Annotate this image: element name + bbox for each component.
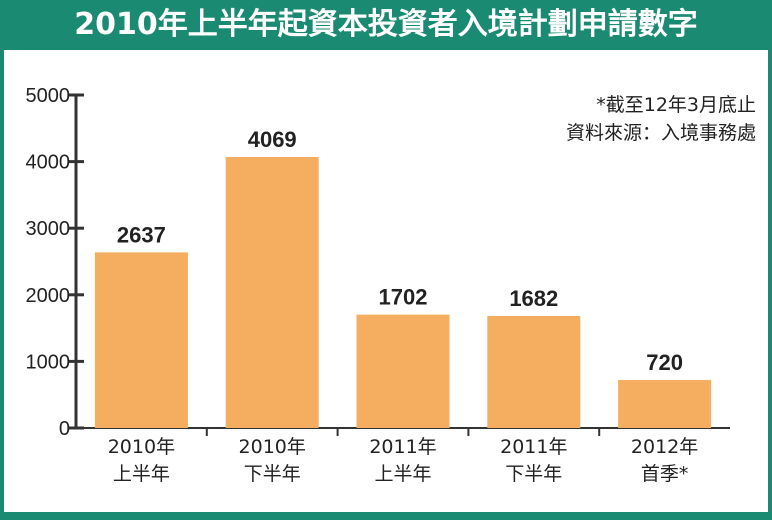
bar-4 — [487, 315, 581, 428]
y-tick-label-0: 0 — [59, 418, 70, 440]
y-tick-label-1000: 1000 — [26, 351, 71, 373]
category-label-2-line-2: 下半年 — [244, 463, 301, 485]
bar-5 — [618, 380, 712, 428]
title-bar: 2010年上半年起資本投資者入境計劃申請數字 — [4, 0, 768, 50]
note-source: 資料來源：入境事務處 — [565, 122, 756, 144]
category-label-4-line-2: 下半年 — [505, 463, 562, 485]
category-label-1-line-2: 上半年 — [113, 463, 170, 485]
bar-value-label-1: 2637 — [117, 222, 166, 247]
category-label-5-line-2: 首季* — [641, 463, 689, 485]
category-label-5-line-1: 2012年 — [631, 436, 698, 458]
category-label-3-line-2: 上半年 — [374, 463, 431, 485]
y-tick-label-3000: 3000 — [26, 218, 71, 240]
bar-value-label-4: 1682 — [509, 286, 558, 311]
bar-3 — [356, 314, 450, 428]
note-cutoff-date: *截至12年3月底止 — [596, 94, 756, 116]
y-tick-label-5000: 5000 — [26, 85, 71, 107]
y-tick-label-2000: 2000 — [26, 285, 71, 307]
bar-value-label-2: 4069 — [248, 127, 297, 152]
bar-value-label-5: 720 — [646, 350, 683, 375]
y-tick-label-4000: 4000 — [26, 152, 71, 174]
bar-value-label-3: 1702 — [379, 285, 428, 310]
category-label-4-line-1: 2011年 — [500, 436, 567, 458]
bar-1 — [94, 252, 188, 428]
bar-2 — [225, 157, 319, 429]
category-label-1-line-1: 2010年 — [108, 436, 175, 458]
category-label-2-line-1: 2010年 — [239, 436, 306, 458]
chart-title: 2010年上半年起資本投資者入境計劃申請數字 — [74, 7, 698, 42]
category-label-3-line-1: 2011年 — [369, 436, 436, 458]
